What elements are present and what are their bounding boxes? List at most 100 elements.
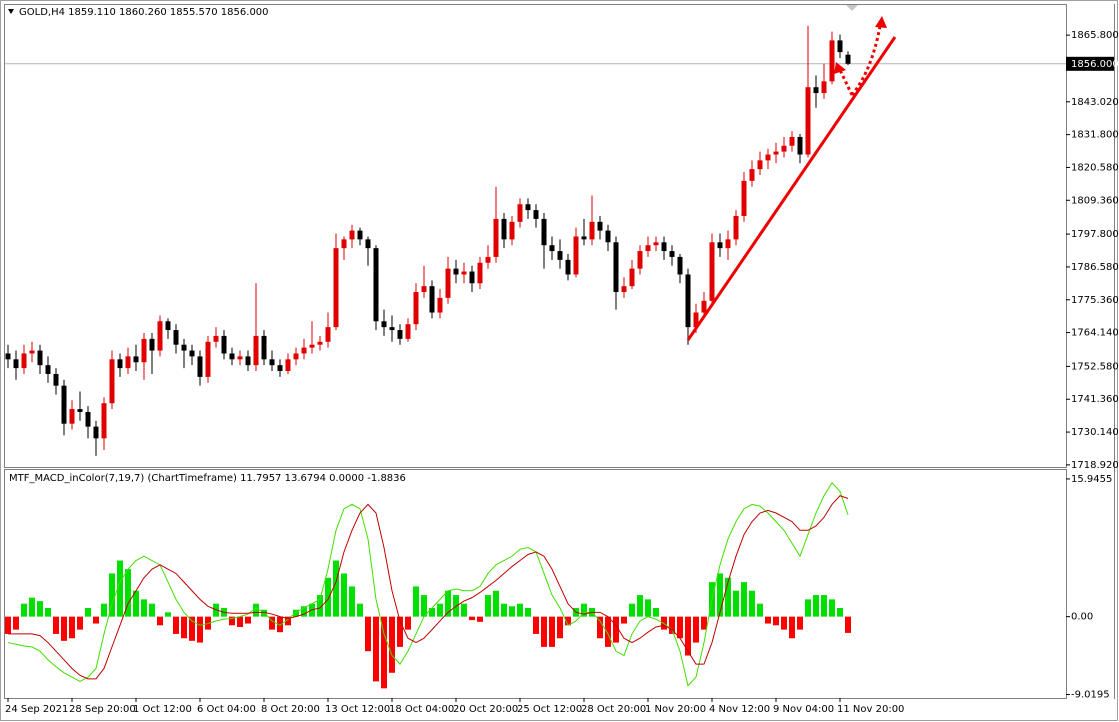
candle-body [285,359,291,372]
menu-icon[interactable] [8,9,14,14]
histogram-bar [565,616,571,626]
x-tick-label: 25 Oct 12:00 [517,704,582,715]
candle-body [757,160,763,170]
y-tick-label: 1775.360 [1071,295,1119,306]
histogram-bar [485,595,491,617]
candle-body [349,230,355,240]
candle-body [685,274,691,328]
histogram-bar [813,595,819,617]
x-tick-label: 1 Nov 20:00 [645,704,706,715]
histogram-bar [269,616,275,630]
histogram-bar [445,590,451,617]
indicator-legend: MTF_MACD_inColor(7,19,7) (ChartTimeframe… [9,473,406,484]
candle-body [693,312,699,328]
candle-body [453,268,459,275]
candle-body [325,327,331,342]
histogram-bar [717,573,723,617]
candle-body [741,180,747,216]
candle-body [765,154,771,161]
candle-body [5,353,11,360]
candle-body [557,251,563,260]
histogram-bar [93,616,99,624]
histogram-bar [845,616,851,633]
candle-body [709,242,715,301]
y-tick-label: 1820.580 [1071,162,1119,173]
histogram-bar [29,597,35,617]
candle-body [197,356,203,377]
candle-body [221,335,227,354]
candle-body [181,344,187,351]
shift-marker [846,5,858,11]
candle-body [117,359,123,369]
histogram-bar [653,608,659,617]
histogram-bar [381,616,387,689]
histogram-bar [61,616,67,641]
candle-body [85,411,91,427]
histogram-bar [533,616,539,634]
candle-body [677,256,683,275]
histogram-bar [749,590,755,617]
candle-body [629,268,635,287]
macd-line [8,495,849,680]
histogram-bar [293,609,299,617]
y-tick-label: -9.0195 [1071,690,1110,701]
histogram-bar [157,616,163,626]
histogram-bar [341,573,347,617]
histogram-bar [557,616,563,639]
candle-body [277,365,283,372]
candle-body [261,335,267,360]
candle-body [837,40,843,53]
histogram-bar [373,616,379,682]
candle-body [37,350,43,366]
candle-body [517,204,523,222]
candle-body [357,230,363,240]
candle-body [605,230,611,243]
histogram-bar [773,616,779,626]
candle-body [805,87,811,155]
candle-body [125,356,131,369]
histogram-bar [597,616,603,639]
candle-body [365,239,371,249]
histogram-bar [701,616,707,630]
candle-body [701,300,707,313]
candle-body [669,251,675,257]
candle-body [301,347,307,354]
histogram-bar [109,573,115,617]
histogram-bar [621,616,627,624]
y-tick-label: 1752.580 [1071,361,1119,372]
y-tick-label: 1797.800 [1071,229,1119,240]
arrow-head [834,62,846,74]
histogram-bar [389,616,395,673]
trend-line [686,36,897,341]
histogram-bar [349,586,355,617]
histogram-bar [133,590,139,617]
histogram-bar [605,616,611,647]
histogram-bar [549,616,555,647]
candle-body [61,385,67,424]
histogram-bar [69,616,75,639]
histogram-bar [189,616,195,641]
candle-body [661,242,667,252]
candle-body [205,341,211,377]
candle-body [53,373,59,386]
y-tick-label: 1730.140 [1071,427,1119,438]
histogram-bar [805,599,811,617]
candle-body [245,356,251,366]
histogram-bar [581,603,587,617]
candle-body [653,242,659,246]
candle-body [149,338,155,351]
histogram-bar [141,599,147,617]
candle-body [509,221,515,240]
candle-body [133,356,139,363]
y-tick-label: 1786.580 [1071,262,1119,273]
candle-body [717,242,723,249]
histogram-bar [517,603,523,617]
candle-body [533,210,539,219]
candle-body [333,248,339,328]
candle-body [621,286,627,293]
candle-body [269,359,275,366]
dotted-arrow [850,25,882,96]
candle-body [829,40,835,82]
